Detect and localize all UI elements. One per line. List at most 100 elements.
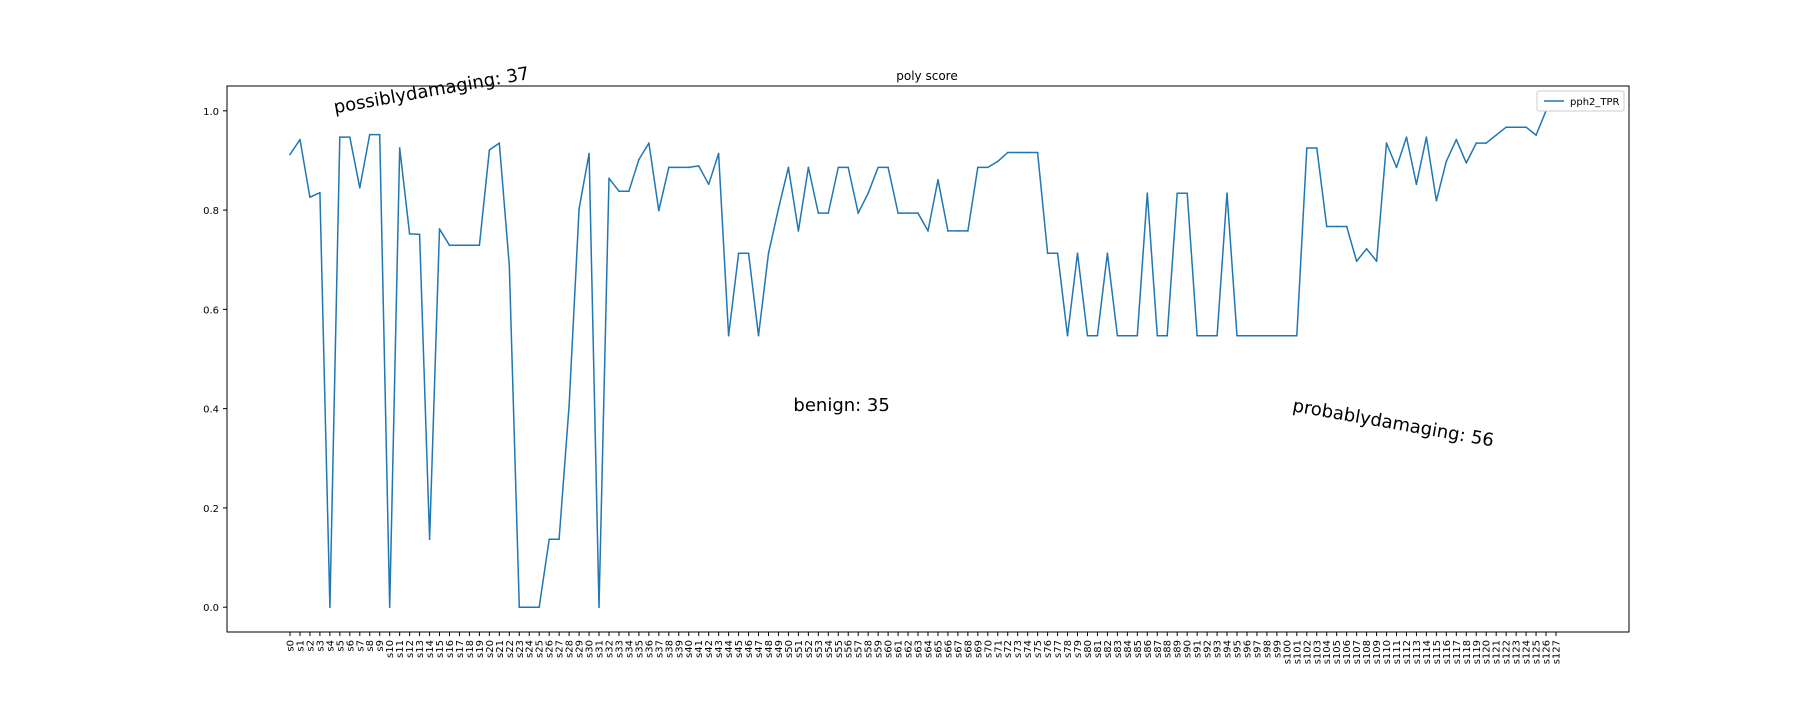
x-tick-label: s103 xyxy=(1312,640,1323,664)
x-tick-label: s85 xyxy=(1133,640,1144,658)
data-point xyxy=(777,207,780,210)
data-point xyxy=(1445,160,1448,163)
data-point xyxy=(578,207,580,210)
x-tick-label: s120 xyxy=(1482,640,1493,664)
data-point xyxy=(1335,225,1338,228)
x-tick-label: s83 xyxy=(1113,640,1124,658)
x-tick-label: s59 xyxy=(874,640,885,658)
x-tick-label: s30 xyxy=(585,640,596,658)
x-tick-label: s102 xyxy=(1302,640,1313,664)
x-tick-label: s57 xyxy=(854,640,865,658)
x-tick-label: s106 xyxy=(1342,640,1353,664)
x-tick-label: s62 xyxy=(904,640,915,658)
data-point xyxy=(887,166,889,169)
x-tick-label: s122 xyxy=(1502,640,1513,664)
data-point xyxy=(1425,136,1428,138)
data-point xyxy=(677,166,680,169)
data-point xyxy=(538,606,541,608)
x-tick-label: s35 xyxy=(634,640,645,658)
x-tick-label: s123 xyxy=(1512,640,1523,664)
data-point xyxy=(1485,142,1488,144)
data-point xyxy=(289,153,291,156)
x-tick-label: s25 xyxy=(535,640,546,658)
x-tick-label: s77 xyxy=(1053,640,1064,658)
x-tick-label: s11 xyxy=(395,640,406,658)
x-tick-label: s20 xyxy=(485,640,496,658)
data-point xyxy=(518,606,521,608)
x-tick-label: s82 xyxy=(1103,640,1114,658)
data-point xyxy=(1435,199,1438,202)
annotations: possiblydamaging: 37 benign: 35 probablyda… xyxy=(332,63,1495,451)
x-tick-label: s108 xyxy=(1362,640,1373,664)
data-point xyxy=(598,606,600,608)
x-tick-label: s101 xyxy=(1292,640,1303,664)
data-point xyxy=(1296,334,1298,337)
x-tick-label: s38 xyxy=(664,640,675,658)
data-point xyxy=(1026,151,1029,154)
x-tick-label: s113 xyxy=(1412,640,1423,664)
x-tick-label: s44 xyxy=(724,640,735,658)
data-point xyxy=(1256,334,1258,337)
data-point xyxy=(1126,334,1129,337)
x-tick-label: s94 xyxy=(1223,640,1234,658)
axes-frame xyxy=(226,85,1630,633)
x-tick-label: s105 xyxy=(1332,640,1343,664)
x-tick-label: s111 xyxy=(1392,640,1403,664)
y-tick-label: 1.0 xyxy=(203,107,219,118)
chart-title: poly score xyxy=(896,69,957,83)
data-point xyxy=(727,334,730,337)
x-tick-label: s78 xyxy=(1063,640,1074,658)
data-point xyxy=(658,209,660,212)
data-point xyxy=(1365,248,1368,250)
data-point xyxy=(638,158,640,161)
data-point xyxy=(498,142,501,144)
data-point xyxy=(1016,151,1019,154)
data-point xyxy=(747,252,750,255)
data-point xyxy=(358,186,361,189)
data-point xyxy=(1535,134,1537,136)
x-tick-label: s64 xyxy=(923,640,934,658)
data-point xyxy=(1116,334,1119,337)
x-tick-label: s114 xyxy=(1422,640,1433,664)
data-point xyxy=(1465,162,1468,164)
series-line-pph2_TPR xyxy=(289,110,1556,608)
annotation-label: benign: 35 xyxy=(793,395,889,416)
x-tick-label: s60 xyxy=(884,640,895,658)
x-tick-label: s84 xyxy=(1123,640,1134,658)
data-point xyxy=(986,166,989,169)
x-tick-label: s75 xyxy=(1033,640,1044,658)
data-point xyxy=(1206,334,1208,337)
data-point xyxy=(588,152,590,155)
data-point xyxy=(458,244,461,247)
x-tick-label: s109 xyxy=(1372,640,1383,664)
data-point xyxy=(1196,334,1198,337)
x-tick-label: s107 xyxy=(1352,640,1363,664)
x-tick-label: s37 xyxy=(654,640,665,658)
data-point xyxy=(478,244,481,247)
data-point xyxy=(488,149,491,151)
x-tick-label: s16 xyxy=(445,640,456,658)
data-point xyxy=(687,166,690,169)
data-point xyxy=(1166,334,1169,337)
data-point xyxy=(857,212,860,214)
data-point xyxy=(648,142,650,144)
data-point xyxy=(309,196,311,198)
data-point xyxy=(847,166,850,169)
x-tick-label: s98 xyxy=(1262,640,1273,658)
x-tick-label: s43 xyxy=(714,640,725,658)
data-point xyxy=(1216,334,1218,337)
data-point xyxy=(1495,134,1497,136)
data-point xyxy=(568,404,570,407)
x-tick-label: s50 xyxy=(784,640,795,658)
x-tick-label: s74 xyxy=(1023,640,1034,658)
data-point xyxy=(1505,126,1507,128)
data-point xyxy=(558,538,560,540)
x-tick-label: s18 xyxy=(465,640,476,658)
data-point xyxy=(1056,252,1059,255)
data-point xyxy=(757,334,760,337)
x-tick-label: s2 xyxy=(305,640,316,652)
data-point xyxy=(1236,334,1238,337)
data-point xyxy=(837,166,840,169)
x-tick-label: s115 xyxy=(1432,640,1443,664)
